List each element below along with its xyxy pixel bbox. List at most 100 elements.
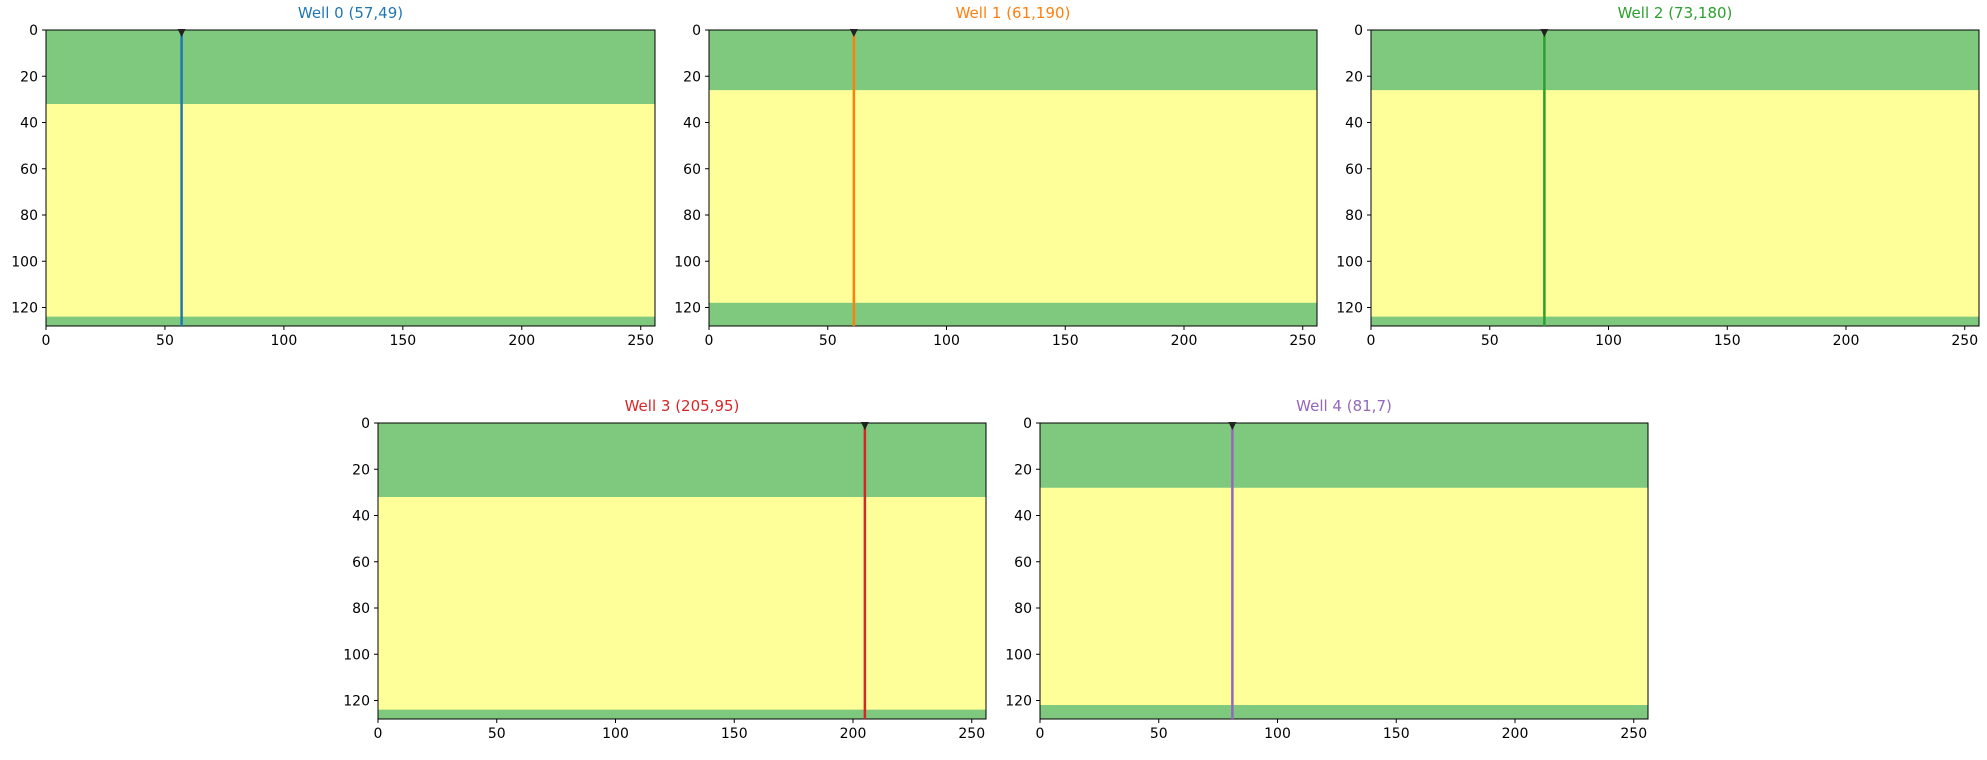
well-4-xtick-label-3: 150 [1383,726,1410,742]
well-4-marker [1228,422,1237,430]
well-2-xtick-label-1: 50 [1481,333,1499,349]
well-2-ytick-label-4: 80 [1345,208,1363,224]
well-1-xtick-label-5: 250 [1289,333,1316,349]
well-0-xtick-label-5: 250 [627,333,654,349]
well-3-title: Well 3 (205,95) [624,397,740,415]
well-3-ytick-label-0: 0 [361,416,370,432]
well-1-xtick-label-4: 200 [1171,333,1198,349]
well-1-plot: 0 50 100 150 200 250 0 20 40 60 80 100 120 [674,23,1318,349]
well-2-ytick-label-5: 100 [1336,254,1363,270]
well-1-panel: Well 1 (61,190) 0 50 100 150 200 250 0 20 40 60 80… [674,4,1318,349]
well-0-layer-2 [46,316,655,326]
well-4-ytick-label-1: 20 [1014,462,1032,478]
well-3-xtick-label-4: 200 [840,726,867,742]
well-4-xtick-label-4: 200 [1502,726,1529,742]
well-4-ytick-label-2: 40 [1014,509,1032,525]
well-0-panel: Well 0 (57,49) 0 50 100 150 200 250 0 20 40 60 80 1… [11,4,656,349]
well-2-marker [1540,29,1549,37]
well-0-ytick-label-5: 100 [11,254,38,270]
well-4-xtick-label-0: 0 [1036,726,1045,742]
well-4-ytick-label-0: 0 [1023,416,1032,432]
well-3-layer-2 [378,709,986,719]
well-1-xtick-label-1: 50 [819,333,837,349]
well-1-xtick-label-3: 150 [1052,333,1079,349]
well-1-ytick-label-5: 100 [674,254,701,270]
well-0-title: Well 0 (57,49) [297,4,404,22]
well-1-ytick-label-2: 40 [683,116,701,132]
well-2-panel: Well 2 (73,180) 0 50 100 150 200 250 0 20 40 60 80… [1336,4,1980,349]
well-2-ytick-label-2: 40 [1345,116,1363,132]
well-1-ytick-label-4: 80 [683,208,701,224]
well-3-layer-0 [378,423,986,497]
well-2-title: Well 2 (73,180) [1617,4,1733,22]
well-2-layer-1 [1371,90,1979,317]
well-2-xtick-label-3: 150 [1714,333,1741,349]
well-2-frame [1370,29,1980,327]
well-4-layer-2 [1040,705,1648,719]
well-3-xtick-label-0: 0 [374,726,383,742]
well-0-xtick-label-0: 0 [42,333,51,349]
well-4-title: Well 4 (81,7) [1296,397,1392,415]
well-0-plot: 0 50 100 150 200 250 0 20 40 60 80 100 120 [11,23,656,349]
well-4-ytick-label-3: 60 [1014,555,1032,571]
well-4-layer-1 [1040,487,1648,706]
well-3-panel: Well 3 (205,95) 0 50 100 150 200 250 0 20 40 60 80… [343,397,987,742]
well-3-ytick-label-5: 100 [343,647,370,663]
well-2-ytick-label-0: 0 [1354,23,1363,39]
well-0-ytick-label-6: 120 [11,301,38,317]
well-3-ytick-label-1: 20 [352,462,370,478]
well-4-panel: Well 4 (81,7) 0 50 100 150 200 250 0 20 40 60 80 10… [1005,397,1649,742]
well-3-marker [860,422,869,430]
well-2-xtick-label-0: 0 [1367,333,1376,349]
well-1-title: Well 1 (61,190) [955,4,1071,22]
well-4-xtick-label-1: 50 [1150,726,1168,742]
well-2-layer-0 [1371,30,1979,91]
well-1-ytick-label-3: 60 [683,162,701,178]
well-1-ytick-label-1: 20 [683,69,701,85]
well-3-xtick-label-5: 250 [958,726,985,742]
well-0-frame [45,29,656,327]
well-2-plot: 0 50 100 150 200 250 0 20 40 60 80 100 120 [1336,23,1980,349]
well-1-frame [708,29,1318,327]
well-3-ytick-label-4: 80 [352,601,370,617]
well-2-ytick-label-1: 20 [1345,69,1363,85]
well-2-xtick-label-5: 250 [1951,333,1978,349]
well-3-xtick-label-3: 150 [721,726,748,742]
well-2-layer-2 [1371,316,1979,326]
well-1-layer-0 [709,30,1317,91]
well-0-ytick-label-1: 20 [20,69,38,85]
well-1-ytick-label-6: 120 [674,301,701,317]
well-0-ytick-label-0: 0 [29,23,38,39]
well-0-layer-1 [46,104,655,317]
well-3-ytick-label-2: 40 [352,509,370,525]
well-1-layer-2 [709,302,1317,326]
well-4-ytick-label-4: 80 [1014,601,1032,617]
well-2-xtick-label-4: 200 [1833,333,1860,349]
well-1-layer-1 [709,90,1317,303]
well-0-ytick-label-3: 60 [20,162,38,178]
well-1-xtick-label-0: 0 [705,333,714,349]
well-4-ytick-label-5: 100 [1005,647,1032,663]
well-0-xtick-label-4: 200 [508,333,535,349]
well-0-xtick-label-2: 100 [271,333,298,349]
well-0-xtick-label-3: 150 [389,333,416,349]
well-3-layer-1 [378,497,986,710]
well-4-xtick-label-5: 250 [1620,726,1647,742]
well-2-xtick-label-2: 100 [1595,333,1622,349]
well-4-layer-0 [1040,423,1648,488]
well-0-xtick-label-1: 50 [156,333,174,349]
well-0-ytick-label-4: 80 [20,208,38,224]
well-2-ytick-label-3: 60 [1345,162,1363,178]
well-3-frame [377,422,987,720]
well-0-layer-0 [46,30,655,104]
well-2-ytick-label-6: 120 [1336,301,1363,317]
well-4-xtick-label-2: 100 [1264,726,1291,742]
well-3-ytick-label-6: 120 [343,694,370,710]
well-3-xtick-label-1: 50 [488,726,506,742]
well-4-frame [1039,422,1649,720]
well-0-ytick-label-2: 40 [20,116,38,132]
well-3-ytick-label-3: 60 [352,555,370,571]
well-1-marker [849,29,858,37]
well-4-ytick-label-6: 120 [1005,694,1032,710]
well-1-xtick-label-2: 100 [933,333,960,349]
